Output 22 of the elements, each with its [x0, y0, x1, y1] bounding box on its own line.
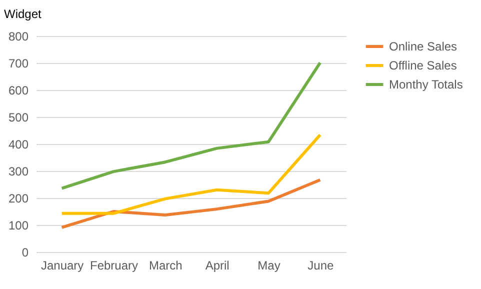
x-tick-label: January — [40, 258, 84, 272]
line-series — [60, 178, 322, 229]
text: Widget — [4, 7, 42, 21]
y-tick-label: 600 — [8, 84, 29, 98]
x-tick-label: June — [308, 258, 334, 272]
y-tick-label: 500 — [8, 110, 29, 124]
y-tick-label: 200 — [8, 192, 29, 206]
y-tick-label: 0 — [22, 246, 29, 260]
y-tick-label: 700 — [8, 56, 29, 70]
legend-label: Online Sales — [389, 40, 458, 54]
x-tick-label: February — [90, 258, 138, 272]
y-tick-label: 100 — [8, 218, 29, 232]
line-series — [60, 61, 322, 190]
legend-label: Offline Sales — [389, 58, 457, 72]
y-tick-label: 400 — [8, 138, 29, 152]
x-tick-label: May — [258, 258, 280, 272]
legend-label: Monthy Totals — [389, 78, 463, 92]
y-tick-label: 300 — [8, 164, 29, 178]
line-series — [60, 133, 322, 215]
y-tick-label: 800 — [8, 30, 29, 44]
x-tick-label: April — [205, 258, 230, 272]
x-tick-label: March — [148, 258, 182, 272]
